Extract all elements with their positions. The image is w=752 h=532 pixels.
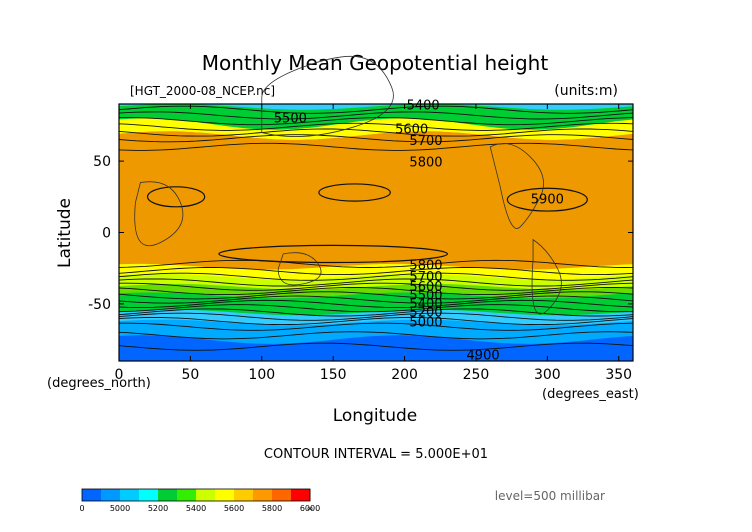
colorbar-tick-label: ∞: [307, 504, 314, 513]
colorbar-swatch: [215, 489, 235, 501]
colorbar-tick-label: 5600: [224, 504, 244, 513]
contour-label: 5000: [409, 315, 442, 330]
contour-line: [118, 122, 634, 131]
contour-line: [118, 267, 634, 276]
y-tick-label: -50: [88, 297, 111, 313]
contour-label: 5600: [395, 123, 428, 138]
contour-line: [118, 142, 634, 151]
contour-label: 4900: [467, 348, 500, 363]
x-tick-label: 250: [463, 367, 490, 383]
contour-line: [118, 299, 634, 308]
contour-line: [118, 295, 634, 304]
colorbar-swatch: [82, 489, 102, 501]
contour-line: [118, 304, 633, 313]
contour-line: [118, 105, 634, 114]
band-5500-north: [119, 104, 633, 130]
contour-line: [118, 134, 634, 143]
x-tick-label: 150: [320, 367, 347, 383]
contour-line: [118, 128, 634, 137]
colorbar-frame: [81, 488, 311, 502]
contour-label: 5700: [409, 134, 442, 149]
colorbar-tick-label: 5000: [110, 504, 130, 513]
coastline: [277, 252, 322, 286]
y-unit-label: (degrees_north): [47, 376, 151, 391]
y-axis-ticks: -50 0 50: [88, 154, 633, 313]
units-label: (units:m): [554, 83, 618, 99]
contour-line: [118, 278, 634, 287]
y-tick-label: 50: [93, 154, 111, 170]
contour-cell: [218, 244, 448, 264]
contour-line: [118, 291, 634, 300]
colorbar-swatch: [158, 489, 178, 501]
contour-cell: [506, 187, 588, 212]
colorbar-tick-label: 6000: [300, 504, 320, 513]
band-5400-north: [119, 104, 633, 110]
contour-line: [118, 342, 634, 351]
coastline: [531, 238, 562, 315]
coastline: [261, 55, 394, 137]
chart-title: Monthly Mean Geopotential height: [202, 51, 549, 75]
y-axis-label: Latitude: [55, 198, 75, 268]
x-unit-label: (degrees_east): [542, 387, 639, 402]
contour-label: 5200: [409, 305, 442, 320]
contour-line: [118, 331, 634, 340]
contour-line: [118, 259, 634, 268]
contour-line: [118, 111, 634, 120]
colorbar-swatch: [139, 489, 159, 501]
level-label: level=500 millibar: [495, 489, 605, 503]
x-tick-label: 100: [248, 367, 275, 383]
contour-label: 5900: [531, 193, 564, 208]
contour-cell: [318, 183, 391, 202]
contour-line: [119, 282, 634, 291]
contour-label: 5400: [407, 98, 440, 113]
contour-line: [118, 317, 634, 326]
contour-line: [118, 272, 634, 281]
colorbar-tick-label: 5800: [262, 504, 282, 513]
x-tick-label: 350: [605, 367, 632, 383]
colorbar-swatch: [234, 489, 254, 501]
contour-line: [118, 287, 634, 296]
colorbar-tick-label: 5400: [186, 504, 206, 513]
contour-line: [118, 308, 634, 317]
file-label: [HGT_2000-08_NCEP.nc]: [130, 84, 275, 98]
coastline: [134, 181, 184, 247]
x-axis-label: Longitude: [333, 406, 418, 426]
contour-label: 5400: [409, 297, 442, 312]
contour-label: 5600: [409, 280, 442, 295]
y-tick-label: 0: [102, 226, 111, 242]
contour-label: 5500: [409, 288, 442, 303]
colorbar-tick-label: 0: [79, 504, 84, 513]
contour-line: [118, 312, 634, 321]
colorbar-swatch: [101, 489, 121, 501]
colorbar-tick-label: 5200: [148, 504, 168, 513]
x-tick-label: 300: [534, 367, 561, 383]
colorbar-swatch: [291, 489, 311, 501]
contour-interval-label: CONTOUR INTERVAL = 5.000E+01: [264, 447, 488, 462]
contour-line: [119, 322, 634, 331]
x-axis-ticks: 0 50 100 150 200 250 300 350: [115, 104, 632, 383]
coastline: [489, 143, 544, 229]
plot-area: [118, 55, 634, 362]
x-tick-label: 0: [115, 367, 124, 383]
x-tick-label: 200: [391, 367, 418, 383]
contour-label: 5700: [409, 270, 442, 285]
colorbar-swatch: [272, 489, 292, 501]
contour-labels: 5400550056005700580059005800570056005500…: [274, 98, 564, 363]
contour-label: 5500: [274, 111, 307, 126]
x-tick-label: 50: [181, 367, 199, 383]
colorbar-swatch: [120, 489, 140, 501]
colorbar-swatch: [196, 489, 216, 501]
colorbar: 0 5000 5200 5400 5600 5800 6000∞: [79, 488, 320, 513]
band-5900: [119, 131, 633, 270]
contour-cell: [146, 186, 206, 208]
colorbar-swatch: [177, 489, 197, 501]
colorbar-swatch: [253, 489, 273, 501]
contour-label: 5800: [409, 156, 442, 171]
contour-label: 5800: [409, 258, 442, 273]
